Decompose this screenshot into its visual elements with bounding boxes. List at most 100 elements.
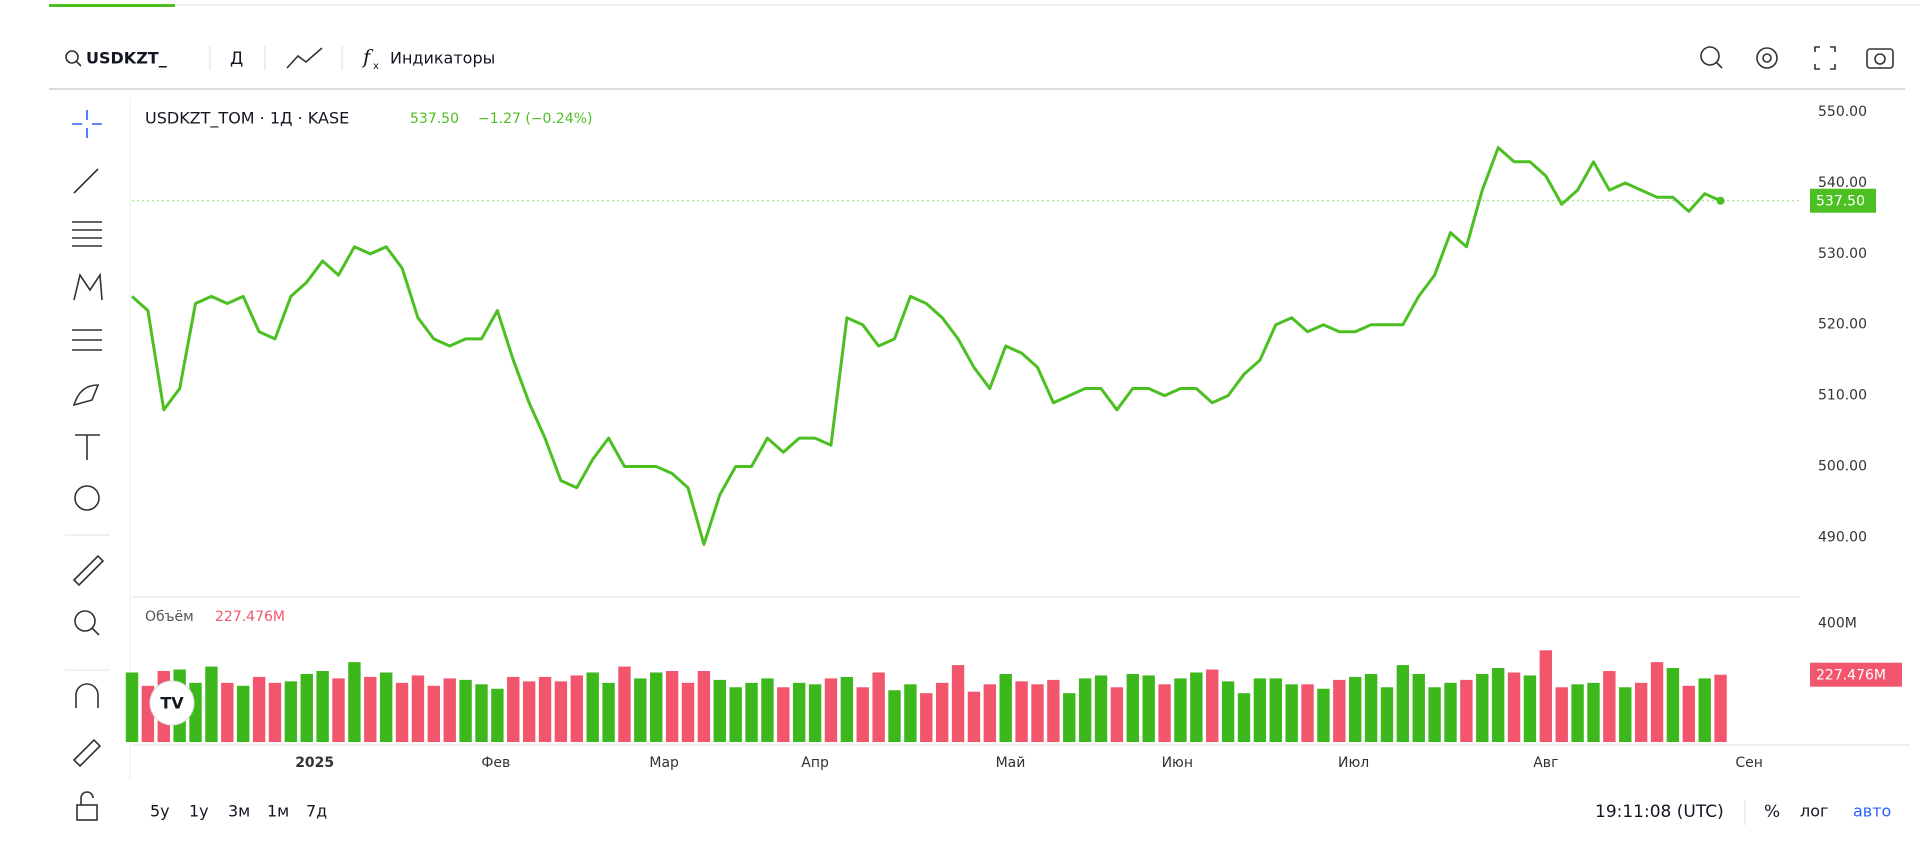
forecast-tool[interactable] <box>72 329 102 351</box>
volume-bar <box>332 678 345 742</box>
volume-bar <box>1031 684 1044 742</box>
interval[interactable]: Д <box>230 49 243 69</box>
volume-bar <box>538 676 552 742</box>
volume-bar <box>904 684 917 742</box>
volume-bar <box>395 682 409 742</box>
fib-tool[interactable] <box>72 221 102 247</box>
log-button[interactable]: лог <box>1800 802 1828 821</box>
volume-bar <box>808 684 822 742</box>
screenshot-button[interactable] <box>1866 48 1894 69</box>
volume-bar <box>1619 687 1632 742</box>
volume-bar <box>1269 678 1282 742</box>
volume-badge <box>1810 662 1902 687</box>
volume-bar <box>300 673 313 742</box>
auto-button[interactable]: авто <box>1853 802 1891 821</box>
volume-bar <box>1285 684 1298 742</box>
volume-bar <box>1587 682 1600 742</box>
volume-bar <box>1396 665 1410 742</box>
volume-bar <box>507 676 520 742</box>
range-button[interactable]: 1м <box>267 802 289 821</box>
brush-tool[interactable] <box>72 384 100 407</box>
magnet-tool[interactable] <box>75 683 99 708</box>
volume-bar <box>1650 662 1664 742</box>
volume-bar <box>888 690 901 742</box>
volume-bar <box>1666 668 1680 742</box>
volume-bar <box>745 682 758 742</box>
volume-bar <box>967 691 981 742</box>
volume-bar <box>570 675 583 742</box>
zoom-tool[interactable] <box>74 610 100 636</box>
volume-bar <box>491 688 504 742</box>
volume-bar <box>1571 684 1584 742</box>
volume-bar <box>1714 674 1727 742</box>
alert-button[interactable] <box>1700 46 1723 69</box>
volume-bar <box>681 682 695 742</box>
volume-bar <box>1491 668 1505 742</box>
volume-bar <box>348 662 361 742</box>
lock-tool[interactable] <box>76 791 98 821</box>
volume-badge-label: 227.476M <box>1816 668 1886 684</box>
plot: 490.00 500.00 510.00 520.00 530.00 540.00 550.… <box>125 104 1902 771</box>
text-tool[interactable] <box>75 434 100 460</box>
volume-bar <box>1523 675 1537 742</box>
chart-type-button[interactable] <box>286 47 323 69</box>
symbol[interactable]: USDKZT_ <box>86 49 167 68</box>
lock-draw-tool[interactable] <box>72 738 102 768</box>
x-tick-label: Сен <box>1735 755 1763 771</box>
volume-bar <box>1190 672 1203 742</box>
volume-bar <box>1634 682 1648 742</box>
volume-bar <box>920 693 933 742</box>
volume-bar <box>935 682 949 742</box>
volume-bar <box>379 672 393 742</box>
volume-bar <box>777 687 790 742</box>
volume-bar <box>729 687 742 742</box>
range-button[interactable]: 7д <box>306 802 327 821</box>
line-tool[interactable] <box>73 168 99 194</box>
volume-bar <box>1444 682 1457 742</box>
volume-bar <box>1301 684 1314 742</box>
volume-bar <box>1126 673 1139 742</box>
range-button[interactable]: 1у <box>189 802 209 821</box>
symbol-search[interactable]: USDKZT_ <box>65 49 167 68</box>
y-tick-label: 400M <box>1818 616 1857 632</box>
volume-bar <box>586 672 599 742</box>
price-badge <box>1810 188 1876 213</box>
volume-bar <box>1206 669 1219 742</box>
x-tick-label: Мар <box>649 755 679 771</box>
volume-bar <box>713 679 726 742</box>
y-tick-label: 550.00 <box>1818 104 1867 120</box>
range-button[interactable]: 5у <box>150 802 170 821</box>
volume-bar <box>665 671 679 742</box>
ruler-tool[interactable] <box>72 554 105 587</box>
volume-bar <box>650 672 663 742</box>
volume-bar <box>618 666 631 742</box>
volume-bar <box>1428 687 1441 742</box>
volume-bar <box>1539 650 1553 742</box>
x-tick-label: Авг <box>1533 755 1558 771</box>
volume-bar <box>459 679 472 742</box>
volume-bar <box>237 685 250 742</box>
volume-bar <box>1221 681 1235 742</box>
price-badge-label: 537.50 <box>1816 194 1865 210</box>
range-button[interactable]: 3м <box>228 802 250 821</box>
y-tick-label: 520.00 <box>1818 317 1867 333</box>
indicators-button[interactable]: Индикаторы <box>390 49 495 68</box>
volume-bar <box>1253 678 1267 742</box>
x-tick-label: Фев <box>481 755 510 771</box>
emoji-tool[interactable] <box>74 485 100 511</box>
settings-button[interactable] <box>1756 47 1778 69</box>
volume-bar <box>522 681 536 742</box>
fx-icon[interactable]: x <box>373 61 379 72</box>
percent-button[interactable]: % <box>1764 802 1780 822</box>
x-tick-label: Апр <box>801 755 829 771</box>
pattern-tool[interactable] <box>73 272 103 301</box>
logo-text: TV <box>160 694 184 713</box>
volume-bar <box>793 682 806 742</box>
y-tick-label: 490.00 <box>1818 529 1867 545</box>
volume-bar <box>983 684 997 742</box>
volume-bar <box>475 684 488 742</box>
logo <box>149 680 195 726</box>
fullscreen-button[interactable] <box>1814 46 1836 70</box>
crosshair-tool[interactable] <box>72 110 102 138</box>
